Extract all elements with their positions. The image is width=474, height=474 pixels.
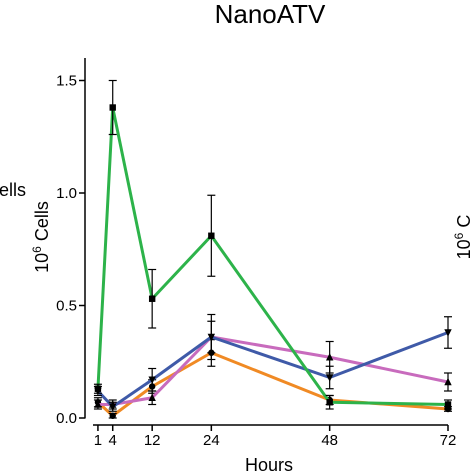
series-line [96,106,449,406]
right-clipped-label-exponent: 6 [452,232,466,239]
x-tick-label: 48 [321,432,338,449]
y-axis-label-base: 10 [32,253,52,273]
circle-marker [109,412,116,419]
right-clipped-label-base: 10 [454,239,474,259]
y-tick-label: 0.0 [56,410,77,427]
y-axis-label: 106 Cells [30,201,52,273]
right-clipped-label: 106 C [452,215,474,260]
y-tick-label: 1.5 [56,73,77,90]
triangle-up-marker [94,400,102,408]
triangle-down-marker [109,403,117,411]
square-marker [326,399,333,406]
y-axis-label-rest: Cells [32,201,52,246]
x-tick-label: 1 [94,432,102,449]
triangle-up-marker [148,393,156,401]
square-marker [208,232,215,239]
x-tick-label: 72 [440,432,457,449]
triangle-down-marker [444,329,452,337]
x-tick-label: 12 [144,432,161,449]
series-layer [93,79,452,419]
triangle-down-marker [325,374,334,382]
right-clipped-label-rest: C [454,215,474,233]
x-tick-label: 4 [109,432,117,449]
triangle-up-marker [444,377,452,386]
triangle-up-marker [325,353,334,361]
left-clipped-label: ells [0,180,26,200]
x-tick-label: 24 [203,432,220,449]
series-line [97,335,449,406]
chart-title: NanoATV [215,0,326,29]
square-marker [94,385,102,392]
triangle-down-marker [207,333,216,342]
axes: 0.0 0.5 1.0 1.5 1 4 12 24 48 72 [56,58,456,449]
y-tick-label: 1.0 [56,185,77,202]
x-axis-label: Hours [245,455,293,474]
square-marker [148,295,156,302]
series-2 [93,313,452,410]
series-1 [93,79,452,410]
y-tick-label: 0.5 [56,298,77,315]
square-marker [109,104,116,111]
triangle-down-marker [148,376,156,384]
square-marker [444,401,452,408]
y-axis-label-exponent: 6 [30,246,44,253]
